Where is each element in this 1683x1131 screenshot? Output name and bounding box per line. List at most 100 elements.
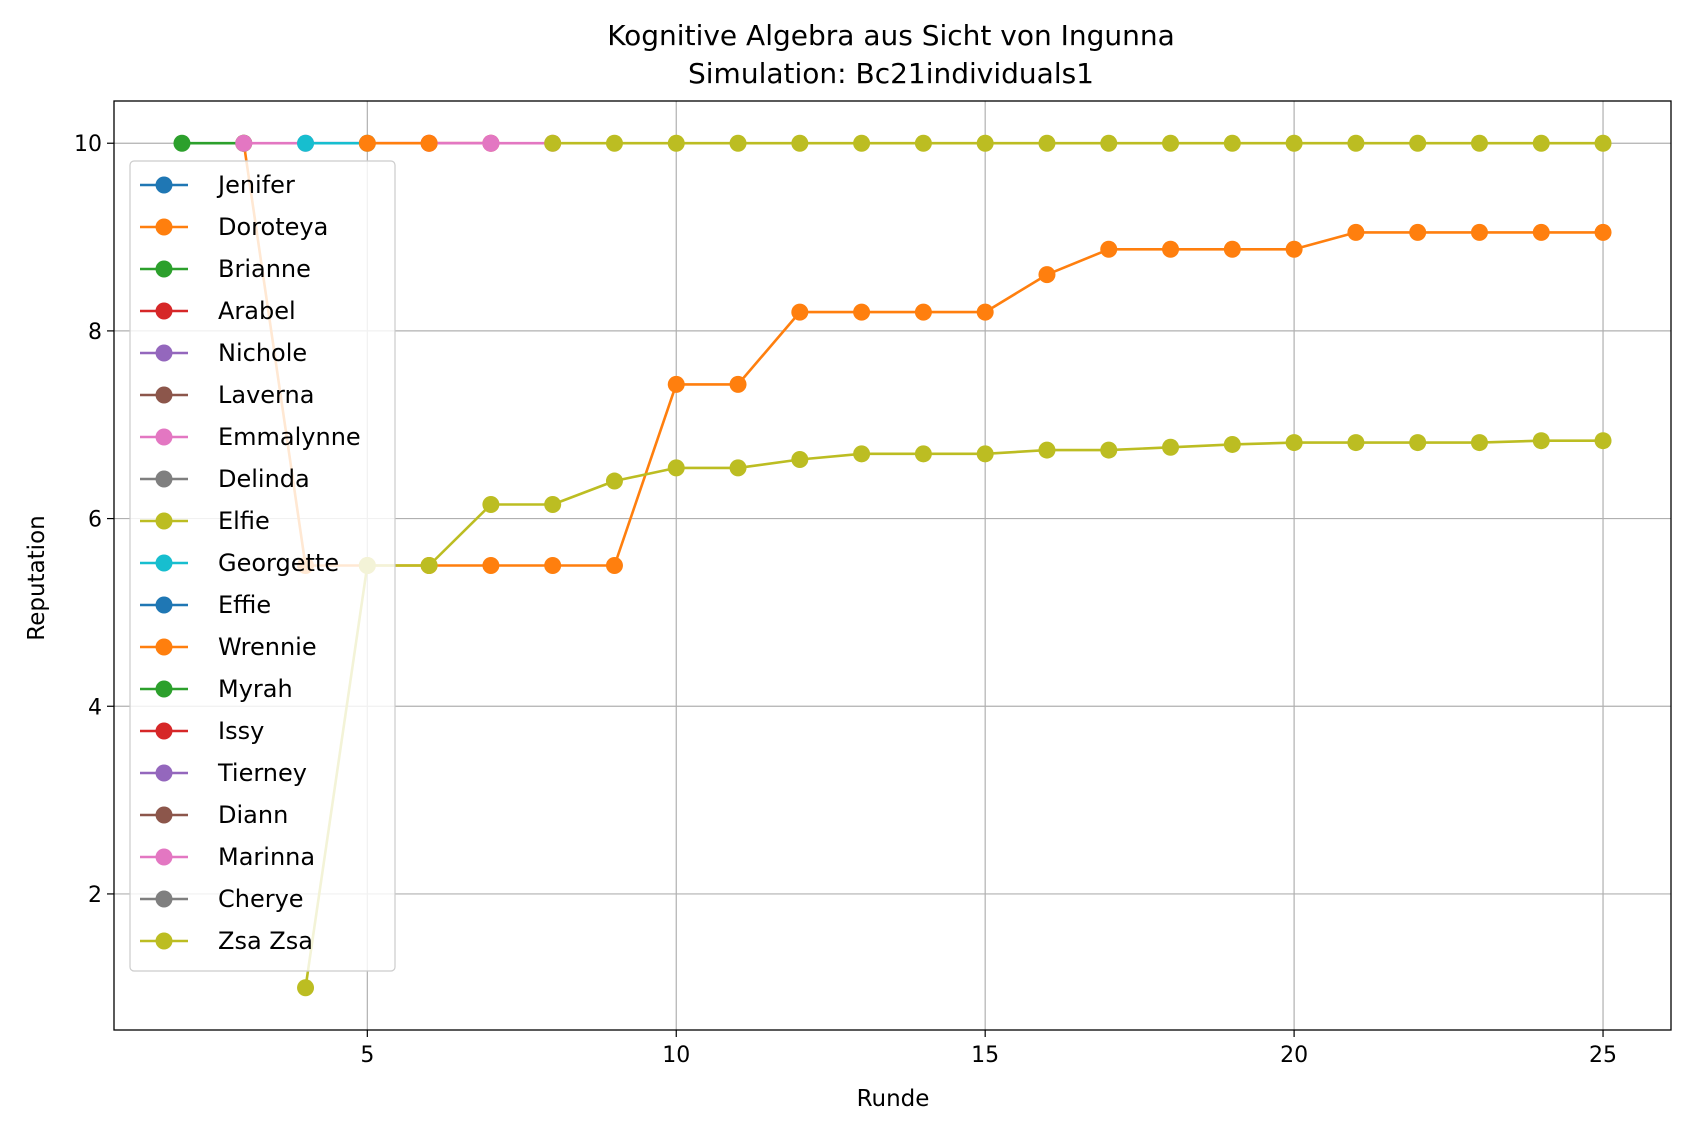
legend-item: Elfie [140, 507, 270, 535]
legend-item: Zsa Zsa [140, 927, 313, 955]
x-tick-label: 15 [971, 1043, 999, 1068]
legend-label: Tierney [217, 759, 307, 787]
data-point [1409, 434, 1427, 452]
legend-label: Diann [218, 801, 288, 829]
data-point [976, 445, 994, 463]
data-point [482, 557, 500, 574]
data-point [1409, 223, 1427, 241]
legend-label: Arabel [218, 297, 296, 325]
legend-item: Arabel [140, 297, 296, 325]
data-point [729, 459, 747, 477]
axis-ticks: 5 10 15 20 25 2 4 6 8 10 [74, 132, 1617, 1068]
data-point [1223, 134, 1241, 152]
legend-marker [155, 680, 173, 698]
data-point [1038, 266, 1056, 284]
data-point [976, 134, 994, 152]
legend-item: Wrennie [140, 633, 317, 661]
x-axis-label: Runde [857, 1086, 930, 1112]
legend-item: Georgette [140, 549, 339, 577]
legend-marker [155, 386, 173, 404]
data-point [729, 375, 747, 393]
series-line [304, 439, 1603, 988]
plot-area-frame [113, 100, 1672, 1031]
data-point [1223, 435, 1241, 453]
legend-item: Cherye [140, 885, 304, 913]
legend-label: Brianne [218, 255, 311, 283]
data-point [1162, 134, 1180, 152]
data-point [1347, 434, 1365, 452]
x-tick-label: 20 [1280, 1043, 1308, 1068]
legend-marker [155, 428, 173, 446]
legend-item: Tierney [140, 759, 307, 787]
data-point [976, 303, 994, 321]
legend-marker [155, 596, 173, 614]
data-point [482, 496, 500, 514]
legend-label: Georgette [218, 549, 339, 577]
legend-item: Nichole [140, 339, 307, 367]
legend-item: Diann [140, 801, 288, 829]
data-point [605, 557, 623, 574]
data-point [1223, 240, 1241, 258]
data-point [1470, 223, 1488, 241]
legend-label: Doroteya [218, 213, 328, 241]
legend-item: Marinna [140, 843, 315, 871]
legend-item: Laverna [140, 381, 314, 409]
data-point [1162, 438, 1180, 456]
legend-marker [155, 302, 173, 320]
legend-label: Nichole [218, 339, 307, 367]
data-point [1594, 223, 1612, 241]
series-zsa-zsa [297, 432, 1612, 997]
series-doroteya [235, 134, 1612, 574]
data-point [667, 459, 685, 477]
data-point [1409, 134, 1427, 152]
data-point [1347, 223, 1365, 241]
chart-title: Kognitive Algebra aus Sicht von Ingunna [607, 19, 1175, 52]
legend-item: Delinda [140, 465, 310, 493]
y-axis-label: Reputation [24, 515, 50, 640]
data-point [1532, 432, 1550, 450]
legend-label: Myrah [218, 675, 293, 703]
data-point [173, 134, 191, 152]
data-point [420, 134, 438, 152]
legend-marker [155, 512, 173, 530]
data-point [914, 445, 932, 463]
legend-item: Myrah [140, 675, 293, 703]
data-point [544, 496, 562, 514]
legend-label: Cherye [218, 885, 304, 913]
data-point [544, 134, 562, 152]
legend-item: Brianne [140, 255, 311, 283]
legend-marker [155, 218, 173, 236]
data-point [667, 375, 685, 393]
data-point [544, 557, 562, 574]
legend: Jenifer Doroteya Brianne Arabel Nichole Laver… [129, 160, 396, 972]
data-point [1285, 240, 1303, 258]
legend-marker [155, 890, 173, 908]
data-point [605, 134, 623, 152]
series-line [242, 143, 1603, 567]
data-point [1594, 432, 1612, 450]
legend-label: Delinda [218, 465, 310, 493]
legend-label: Issy [218, 717, 264, 745]
x-tick-label: 25 [1589, 1043, 1617, 1068]
data-point [297, 134, 315, 152]
legend-marker [155, 638, 173, 656]
data-point [1038, 441, 1056, 459]
legend-marker [155, 470, 173, 488]
data-point [1162, 240, 1180, 258]
data-point [853, 303, 871, 321]
series-layer [173, 134, 1612, 997]
data-point [1038, 134, 1056, 152]
legend-label: Wrennie [218, 633, 317, 661]
y-tick-label: 8 [88, 320, 102, 345]
legend-item: Emmalynne [140, 423, 361, 451]
legend-marker [155, 806, 173, 824]
data-point [729, 134, 747, 152]
series-elfie [544, 134, 1612, 152]
data-point [914, 134, 932, 152]
data-point [853, 134, 871, 152]
legend-marker [155, 554, 173, 572]
x-tick-label: 5 [360, 1043, 374, 1068]
data-point [1532, 134, 1550, 152]
data-point [1532, 223, 1550, 241]
